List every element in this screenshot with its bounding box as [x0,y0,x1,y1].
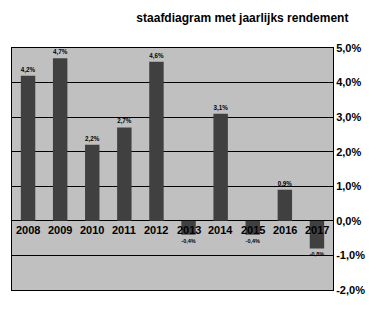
svg-text:4,7%: 4,7% [53,48,68,56]
svg-text:-0,8%: -0,8% [310,251,324,257]
svg-text:3,1%: 3,1% [213,104,228,112]
svg-text:2016: 2016 [273,224,297,236]
svg-text:-0,4%: -0,4% [181,238,195,244]
svg-text:2010: 2010 [80,224,104,236]
svg-text:2,7%: 2,7% [117,117,132,125]
svg-text:4,2%: 4,2% [21,66,36,74]
svg-text:-0,4%: -0,4% [246,238,260,244]
svg-text:2013: 2013 [177,224,201,236]
svg-text:2012: 2012 [144,224,168,236]
svg-text:2009: 2009 [48,224,72,236]
svg-text:staafdiagram met jaarlijks ren: staafdiagram met jaarlijks rendement [136,11,348,25]
svg-text:2015: 2015 [241,224,265,236]
svg-text:2,2%: 2,2% [85,135,100,143]
svg-text:2,0%: 2,0% [336,146,361,158]
svg-text:-2,0%: -2,0% [336,284,365,296]
svg-text:2017: 2017 [305,224,329,236]
svg-text:2014: 2014 [208,224,233,236]
svg-text:0,0%: 0,0% [336,215,361,227]
svg-text:1,0%: 1,0% [336,180,361,192]
svg-text:3,0%: 3,0% [336,111,361,123]
svg-text:5,0%: 5,0% [336,42,361,54]
svg-text:0,9%: 0,9% [278,180,293,188]
svg-text:-1,0%: -1,0% [336,249,365,261]
svg-text:4,0%: 4,0% [336,76,361,88]
svg-text:4,6%: 4,6% [149,52,164,60]
svg-text:2008: 2008 [16,224,40,236]
svg-text:2011: 2011 [112,224,136,236]
